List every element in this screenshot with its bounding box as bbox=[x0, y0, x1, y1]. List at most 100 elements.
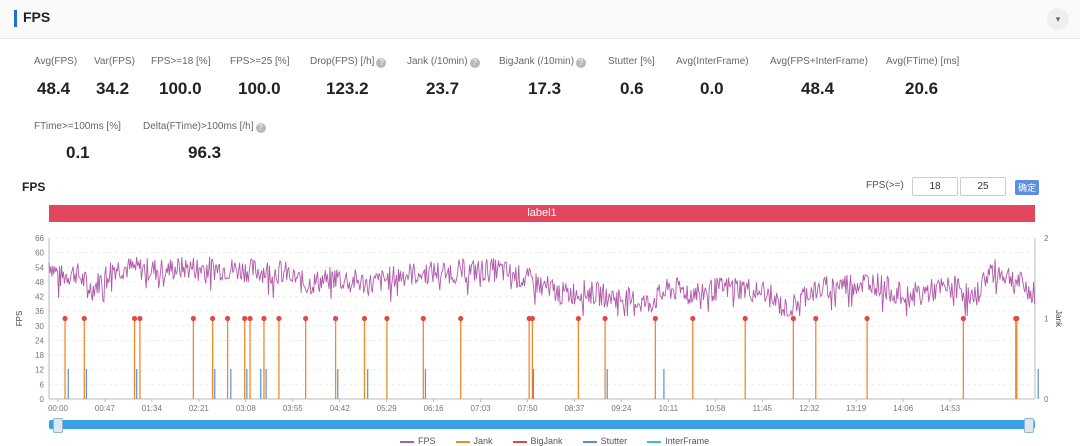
metric-label-text: FPS>=25 [%] bbox=[230, 56, 290, 67]
bigjank-marker bbox=[81, 315, 87, 322]
help-icon[interactable]: ? bbox=[576, 58, 587, 68]
metric-label: Avg(FPS) bbox=[34, 56, 77, 67]
metric-label: Avg(FPS+InterFrame) bbox=[770, 56, 868, 67]
x-tick-label: 06:16 bbox=[424, 404, 445, 413]
fps-threshold-input-1[interactable] bbox=[912, 177, 958, 196]
metric-label-text: Delta(FTime)>100ms [/h] bbox=[143, 121, 254, 132]
x-tick-label: 02:21 bbox=[189, 404, 210, 413]
metric-label: Stutter [%] bbox=[608, 56, 655, 67]
x-tick-label: 09:24 bbox=[611, 404, 632, 413]
y2-tick-label: 0 bbox=[1044, 395, 1049, 404]
help-icon[interactable]: ? bbox=[255, 123, 266, 133]
metric-label-text: Avg(FTime) [ms] bbox=[886, 56, 960, 67]
bigjank-marker bbox=[210, 315, 216, 322]
bigjank-marker bbox=[458, 315, 464, 322]
metric-label: Jank (/10min)? bbox=[407, 56, 480, 68]
metric-label-text: Avg(FPS) bbox=[34, 56, 78, 67]
bigjank-marker bbox=[242, 315, 248, 322]
bigjank-marker bbox=[690, 315, 696, 322]
metric-label: Drop(FPS) [/h]? bbox=[310, 56, 387, 68]
y-tick-label: 48 bbox=[35, 278, 44, 287]
x-tick-label: 07:03 bbox=[471, 404, 492, 413]
slider-handle-right[interactable] bbox=[1024, 418, 1034, 433]
metric-value: 100.0 bbox=[238, 79, 281, 98]
x-tick-label: 00:00 bbox=[48, 404, 69, 413]
legend-item[interactable]: BigJank bbox=[512, 436, 563, 446]
metric-value: 100.0 bbox=[159, 79, 202, 98]
bigjank-marker bbox=[960, 315, 966, 322]
legend-label: BigJank bbox=[530, 436, 563, 446]
metric-label: Delta(FTime)>100ms [/h]? bbox=[143, 121, 266, 133]
metric-label: FPS>=18 [%] bbox=[151, 56, 210, 67]
metric-value: 96.3 bbox=[188, 143, 222, 162]
y-tick-label: 54 bbox=[35, 263, 44, 272]
metric-label-text: Var(FPS) bbox=[94, 56, 135, 67]
panel-title: FPS bbox=[23, 9, 51, 25]
bigjank-marker bbox=[261, 315, 267, 322]
apply-threshold-button[interactable]: 确定 bbox=[1015, 180, 1040, 195]
bigjank-marker bbox=[420, 315, 426, 322]
legend-item[interactable]: FPS bbox=[400, 436, 436, 446]
x-tick-label: 13:19 bbox=[846, 404, 867, 413]
x-tick-label: 03:08 bbox=[236, 404, 257, 413]
metric-label: FPS>=25 [%] bbox=[230, 56, 289, 67]
metric-label-text: Avg(FPS+InterFrame) bbox=[770, 56, 868, 67]
x-tick-label: 05:29 bbox=[377, 404, 398, 413]
legend-swatch-icon bbox=[582, 440, 597, 443]
help-icon[interactable]: ? bbox=[376, 58, 387, 68]
x-tick-label: 08:37 bbox=[564, 404, 585, 413]
legend-label: Jank bbox=[473, 436, 493, 446]
bigjank-marker bbox=[813, 315, 819, 322]
legend-item[interactable]: Jank bbox=[455, 436, 493, 446]
metric-value: 48.4 bbox=[37, 79, 71, 98]
x-tick-label: 01:34 bbox=[142, 404, 163, 413]
metric-value: 48.4 bbox=[801, 79, 835, 98]
y-tick-label: 18 bbox=[35, 351, 44, 360]
bigjank-marker bbox=[602, 315, 608, 322]
bigjank-marker bbox=[303, 315, 309, 322]
metric-label-text: BigJank (/10min) bbox=[499, 56, 575, 67]
metric-value: 17.3 bbox=[528, 79, 562, 98]
bigjank-marker bbox=[529, 315, 535, 322]
chart-title: FPS bbox=[22, 180, 46, 194]
bigjank-marker bbox=[864, 315, 870, 322]
chart-label-band: label1 bbox=[49, 205, 1035, 222]
legend-swatch-icon bbox=[455, 440, 470, 443]
chart-legend: FPS Jank BigJank Stutter InterFrame bbox=[400, 436, 729, 446]
y2-tick-label: 1 bbox=[1044, 315, 1049, 324]
time-range-slider[interactable] bbox=[49, 420, 1035, 429]
legend-item[interactable]: InterFrame bbox=[647, 436, 709, 446]
metric-label-text: FPS>=18 [%] bbox=[151, 56, 211, 67]
x-tick-label: 12:32 bbox=[799, 404, 820, 413]
slider-handle-left[interactable] bbox=[53, 418, 63, 433]
y-tick-label: 30 bbox=[35, 322, 44, 331]
metric-value: 0.6 bbox=[620, 79, 644, 98]
legend-item[interactable]: Stutter bbox=[582, 436, 627, 446]
bigjank-marker bbox=[1014, 315, 1020, 322]
fps-series-line bbox=[48, 256, 1036, 317]
metric-value: 123.2 bbox=[326, 79, 369, 98]
y-axis-title: FPS bbox=[15, 311, 24, 327]
x-tick-label: 11:45 bbox=[753, 404, 773, 413]
metric-value: 34.2 bbox=[96, 79, 130, 98]
fps-threshold-input-2[interactable] bbox=[960, 177, 1006, 196]
x-tick-label: 04:42 bbox=[330, 404, 351, 413]
y-tick-label: 42 bbox=[35, 293, 44, 302]
x-tick-label: 10:58 bbox=[705, 404, 726, 413]
y-tick-label: 12 bbox=[35, 366, 44, 375]
metric-value: 0.1 bbox=[66, 143, 90, 162]
metric-label-text: FTime>=100ms [%] bbox=[34, 121, 121, 132]
y2-tick-label: 2 bbox=[1044, 234, 1049, 243]
metric-label-text: Stutter [%] bbox=[608, 56, 655, 67]
metric-value: 20.6 bbox=[905, 79, 939, 98]
y-tick-label: 24 bbox=[35, 336, 44, 345]
collapse-chevron-icon[interactable]: ▾ bbox=[1047, 8, 1069, 30]
y-tick-label: 36 bbox=[35, 307, 44, 316]
help-icon[interactable]: ? bbox=[469, 58, 480, 68]
metric-value: 0.0 bbox=[700, 79, 724, 98]
y2-axis-title: Jank bbox=[1054, 310, 1063, 328]
metric-label-text: Jank (/10min) bbox=[407, 56, 468, 67]
bigjank-marker bbox=[333, 315, 339, 322]
legend-swatch-icon bbox=[512, 440, 527, 443]
